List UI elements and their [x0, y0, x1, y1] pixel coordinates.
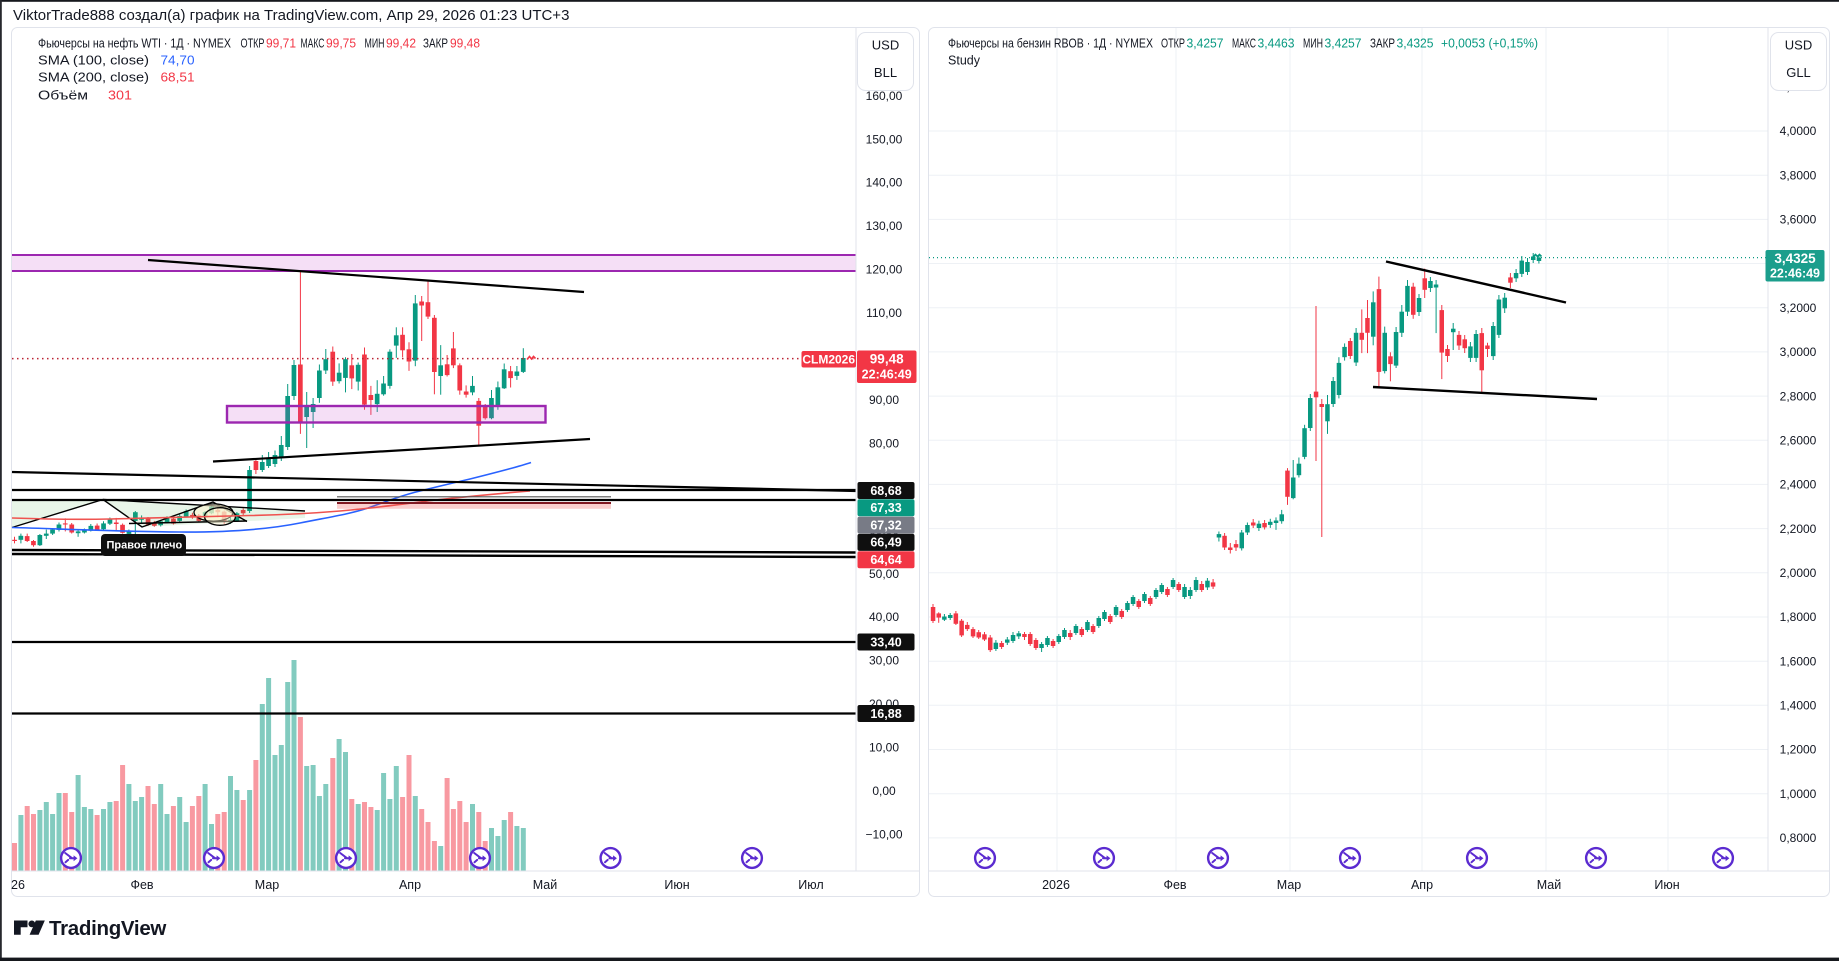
- svg-text:2,6000: 2,6000: [1780, 434, 1817, 448]
- svg-text:160,00: 160,00: [866, 89, 903, 103]
- svg-text:74,70: 74,70: [161, 53, 195, 67]
- svg-text:USD: USD: [1785, 38, 1812, 53]
- svg-text:Мар: Мар: [255, 878, 280, 892]
- svg-text:Апр: Апр: [399, 878, 421, 892]
- svg-text:90,00: 90,00: [869, 393, 899, 407]
- svg-text:301: 301: [108, 89, 132, 103]
- svg-text:67,32: 67,32: [870, 518, 901, 532]
- svg-text:0,00: 0,00: [872, 784, 896, 798]
- svg-text:0,8000: 0,8000: [1780, 831, 1817, 845]
- svg-text:67,33: 67,33: [870, 501, 901, 515]
- svg-text:99,48: 99,48: [870, 352, 904, 367]
- svg-text:МАКС: МАКС: [301, 36, 325, 50]
- svg-text:ОТКР: ОТКР: [1161, 36, 1185, 50]
- svg-text:99,42: 99,42: [386, 36, 416, 50]
- svg-text:3,4463: 3,4463: [1258, 36, 1295, 50]
- svg-text:МАКС: МАКС: [1232, 36, 1256, 50]
- svg-text:120,00: 120,00: [866, 263, 903, 277]
- svg-text:3,4257: 3,4257: [1325, 36, 1362, 50]
- svg-text:66,49: 66,49: [870, 536, 901, 550]
- svg-text:140,00: 140,00: [866, 176, 903, 190]
- svg-text:2,4000: 2,4000: [1780, 478, 1817, 492]
- svg-text:Объём: Объём: [38, 89, 88, 103]
- svg-text:1,0000: 1,0000: [1780, 787, 1817, 801]
- svg-text:−10,00: −10,00: [865, 828, 902, 842]
- svg-text:3,0000: 3,0000: [1780, 345, 1817, 359]
- svg-text:Июн: Июн: [664, 878, 689, 892]
- svg-text:МИН: МИН: [1303, 36, 1323, 50]
- svg-text:SMA (100, close): SMA (100, close): [38, 53, 149, 67]
- svg-text:22:46:49: 22:46:49: [862, 368, 912, 382]
- svg-text:ОТКР: ОТКР: [241, 36, 265, 50]
- svg-text:CLM2026: CLM2026: [802, 353, 855, 367]
- svg-text:80,00: 80,00: [869, 436, 899, 450]
- svg-text:Study: Study: [948, 53, 981, 67]
- svg-text:Правое плечо: Правое плечо: [107, 540, 183, 552]
- svg-text:40,00: 40,00: [869, 610, 899, 624]
- svg-text:26: 26: [11, 878, 25, 892]
- svg-text:22:46:49: 22:46:49: [1770, 267, 1820, 281]
- svg-text:+0,0053 (+0,15%): +0,0053 (+0,15%): [1441, 36, 1538, 50]
- svg-text:Апр: Апр: [1411, 878, 1433, 892]
- svg-text:3,4325: 3,4325: [1774, 251, 1816, 266]
- svg-text:3,4257: 3,4257: [1187, 36, 1224, 50]
- svg-text:110,00: 110,00: [866, 306, 902, 320]
- svg-text:Фев: Фев: [130, 878, 153, 892]
- svg-text:МИН: МИН: [365, 36, 385, 50]
- svg-text:3,6000: 3,6000: [1780, 213, 1817, 227]
- svg-text:3,8000: 3,8000: [1780, 168, 1817, 182]
- svg-text:Мар: Мар: [1277, 878, 1302, 892]
- svg-text:99,48: 99,48: [450, 36, 480, 50]
- svg-text:1,4000: 1,4000: [1780, 699, 1817, 713]
- svg-text:68,68: 68,68: [870, 484, 901, 498]
- svg-text:Фев: Фев: [1163, 878, 1186, 892]
- svg-text:130,00: 130,00: [866, 219, 903, 233]
- svg-text:64,64: 64,64: [870, 553, 901, 567]
- svg-text:Фьючерсы на бензин RBOB · 1Д ·: Фьючерсы на бензин RBOB · 1Д · NYMEX: [948, 36, 1154, 50]
- svg-text:50,00: 50,00: [869, 567, 899, 581]
- svg-text:Май: Май: [533, 878, 558, 892]
- svg-text:1,2000: 1,2000: [1780, 743, 1817, 757]
- svg-text:33,40: 33,40: [870, 635, 901, 649]
- svg-text:ViktorTrade888 создал(а) графи: ViktorTrade888 создал(а) график на Tradi…: [13, 7, 569, 24]
- svg-text:30,00: 30,00: [869, 654, 899, 668]
- svg-text:3,2000: 3,2000: [1780, 301, 1817, 315]
- svg-text:ЗАКР: ЗАКР: [1370, 36, 1395, 50]
- svg-text:2026: 2026: [1042, 878, 1070, 892]
- svg-text:2,0000: 2,0000: [1780, 566, 1817, 580]
- svg-text:2,2000: 2,2000: [1780, 522, 1817, 536]
- svg-text:USD: USD: [872, 38, 899, 53]
- svg-text:99,75: 99,75: [326, 36, 356, 50]
- svg-text:68,51: 68,51: [161, 71, 195, 85]
- svg-text:1,8000: 1,8000: [1780, 610, 1817, 624]
- svg-text:Май: Май: [1537, 878, 1562, 892]
- svg-text:ЗАКР: ЗАКР: [423, 36, 448, 50]
- svg-text:150,00: 150,00: [866, 132, 903, 146]
- svg-text:BLL: BLL: [874, 65, 897, 80]
- svg-text:4,0000: 4,0000: [1780, 124, 1817, 138]
- svg-text:16,88: 16,88: [870, 707, 901, 721]
- svg-text:99,71: 99,71: [266, 36, 296, 50]
- svg-text:TradingView: TradingView: [49, 917, 166, 940]
- svg-text:Июл: Июл: [798, 878, 823, 892]
- svg-text:1,6000: 1,6000: [1780, 654, 1817, 668]
- svg-text:10,00: 10,00: [869, 741, 899, 755]
- svg-text:Июн: Июн: [1654, 878, 1679, 892]
- svg-text:Фьючерсы на нефть WTI · 1Д · N: Фьючерсы на нефть WTI · 1Д · NYMEX: [38, 36, 232, 50]
- svg-text:SMA (200, close): SMA (200, close): [38, 71, 149, 85]
- svg-text:GLL: GLL: [1786, 65, 1811, 80]
- svg-text:3,4325: 3,4325: [1397, 36, 1434, 50]
- svg-text:2,8000: 2,8000: [1780, 389, 1817, 403]
